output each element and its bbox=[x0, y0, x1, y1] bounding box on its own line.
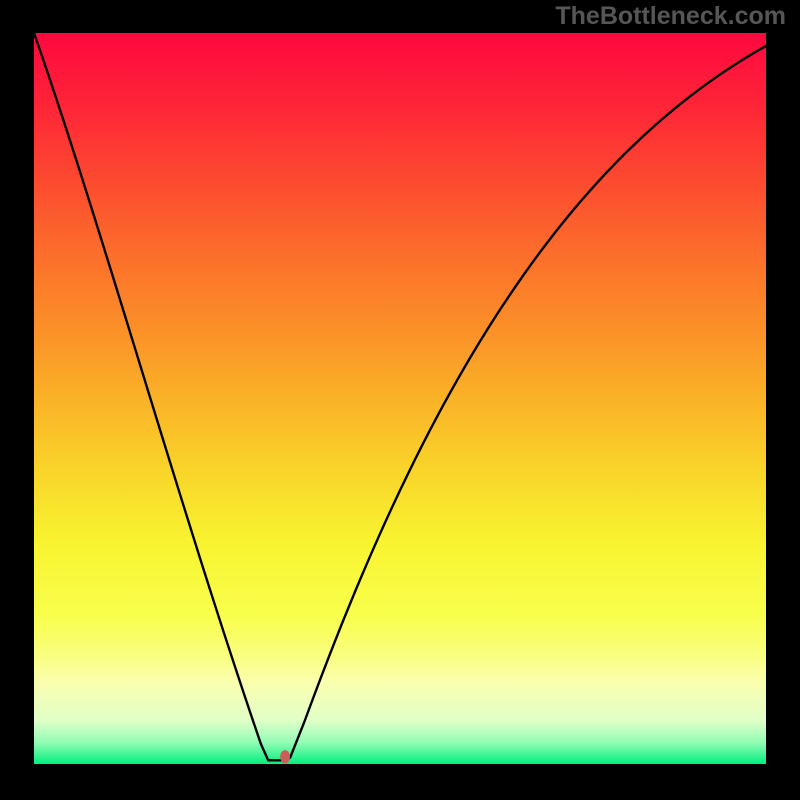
plot-svg bbox=[34, 33, 766, 764]
gradient-background bbox=[34, 33, 766, 764]
plot-area bbox=[34, 33, 766, 764]
minimum-marker bbox=[280, 750, 290, 763]
chart-container: TheBottleneck.com bbox=[0, 0, 800, 800]
watermark-text: TheBottleneck.com bbox=[555, 2, 786, 31]
